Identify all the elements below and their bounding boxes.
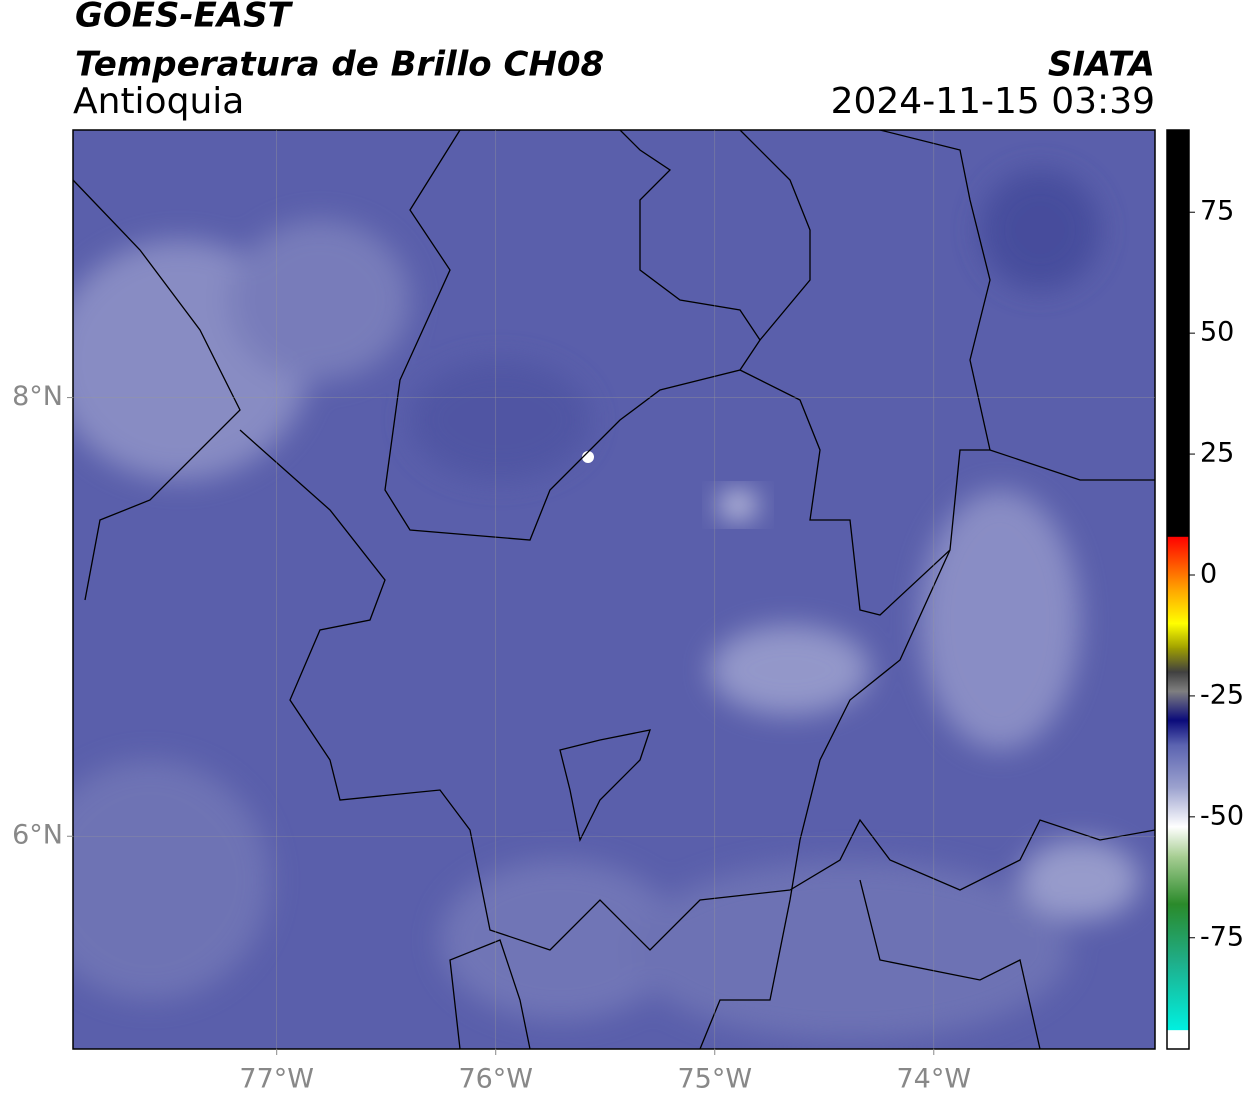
timestamp: 2024-11-15 03:39: [831, 81, 1155, 122]
colorbar-segment: [1167, 671, 1189, 692]
colorbar-tick-label: -75: [1200, 921, 1244, 952]
colorbar-tick-label: 75: [1200, 196, 1234, 227]
colorbar-segment: [1167, 130, 1189, 537]
colorbar-segment: [1167, 720, 1189, 745]
colorbar-segment: [1167, 855, 1189, 905]
colorbar-tick-label: -25: [1200, 679, 1244, 710]
subtitle: Temperatura de Brillo CH08: [75, 45, 604, 85]
colorbar-tick-label: 50: [1200, 317, 1234, 348]
colorbar-tick-label: 0: [1200, 558, 1217, 589]
colorbar-frame: [1166, 129, 1190, 1050]
colorbar-segment: [1167, 903, 1189, 963]
x-tick-label: 74°W: [897, 1064, 972, 1095]
colorbar-segment: [1167, 647, 1189, 673]
colorbar-segment: [1167, 536, 1189, 590]
colorbar-segment: [1167, 826, 1189, 857]
colorbar-segment: [1167, 744, 1189, 789]
y-tick-label: 8°N: [12, 381, 63, 412]
x-tick-label: 76°W: [458, 1064, 533, 1095]
colorbar-tick-label: 25: [1200, 438, 1234, 469]
y-tick-label: 6°N: [12, 820, 63, 851]
colorbar-segment: [1167, 787, 1189, 828]
colorbar-segment: [1167, 1029, 1189, 1050]
x-tick-label: 75°W: [677, 1064, 752, 1095]
colorbar-segment: [1167, 691, 1189, 721]
colorbar-segment: [1167, 623, 1189, 649]
colorbar-tick-label: -50: [1200, 800, 1244, 831]
map-image: [73, 130, 1155, 1049]
title: GOES-EAST: [75, 0, 294, 36]
colorbar-segment: [1167, 589, 1189, 624]
region: Antioquia: [73, 81, 244, 122]
x-tick-label: 77°W: [239, 1064, 314, 1095]
source: SIATA: [1048, 45, 1155, 85]
colorbar-segment: [1167, 961, 1189, 1031]
map-frame: [72, 129, 1156, 1050]
